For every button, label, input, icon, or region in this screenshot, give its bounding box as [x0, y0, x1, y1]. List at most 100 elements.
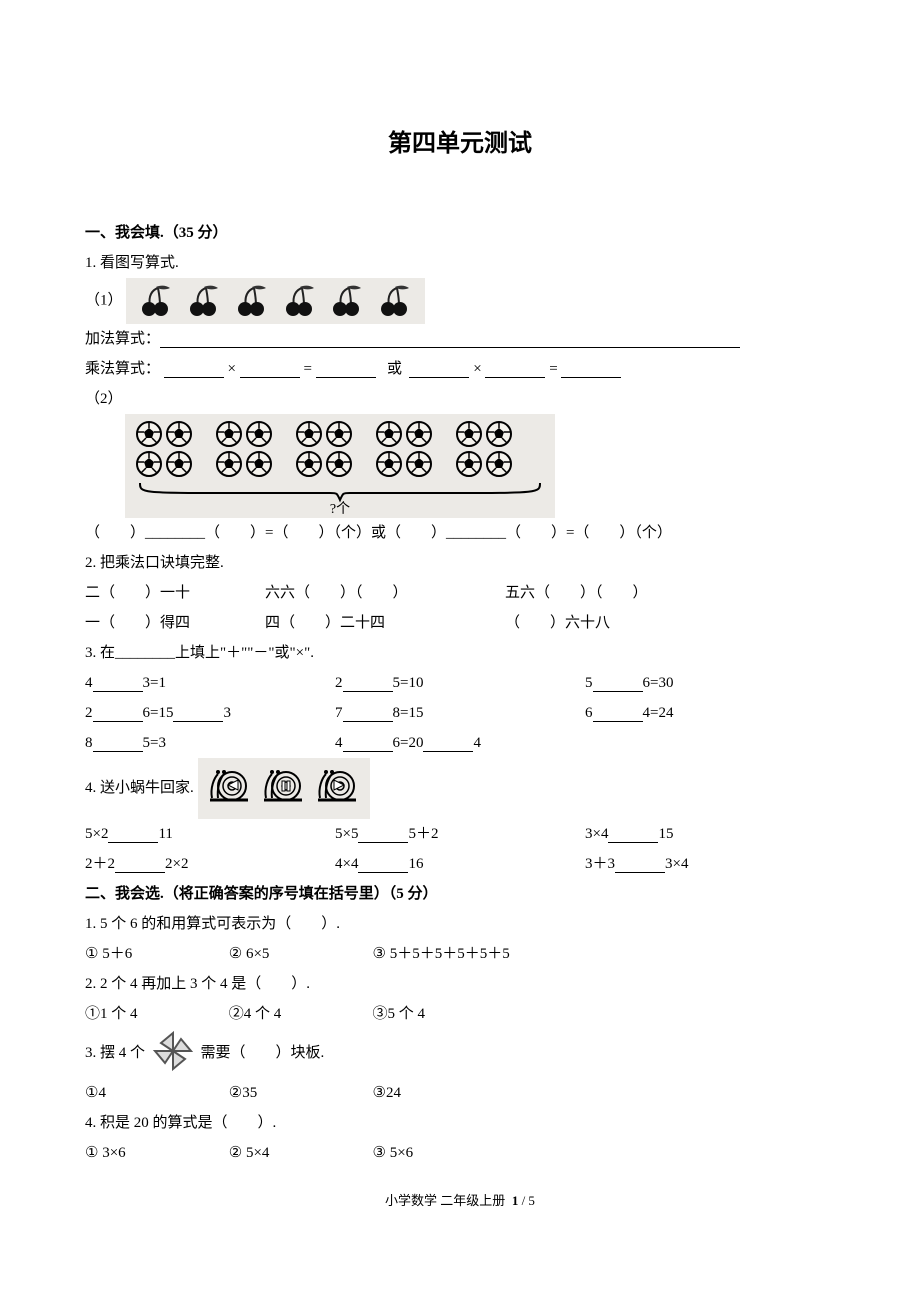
soccer-ball-icon — [485, 420, 513, 448]
val: 3×4 — [665, 856, 688, 872]
blank-input[interactable] — [160, 332, 740, 348]
val: 4=24 — [643, 705, 674, 721]
q3-row3: 85=3 46=204 — [85, 728, 835, 758]
blank-input[interactable] — [93, 676, 143, 692]
q3-row2: 26=153 78=15 64=24 — [85, 698, 835, 728]
val: 5=3 — [143, 735, 166, 751]
blank-input[interactable] — [593, 676, 643, 692]
soccer-ball-icon — [455, 450, 483, 478]
q1-sub2-answer-line: （ ）________（ ）=（ ）（个）或（ ）________（ ）=（ ）… — [85, 518, 835, 548]
snail-icon — [210, 770, 248, 800]
choice-option[interactable]: ③5 个 4 — [373, 999, 513, 1029]
soccer-ball-icon — [325, 420, 353, 448]
blank-input[interactable] — [593, 706, 643, 722]
blank-input[interactable] — [615, 857, 665, 873]
val: 6 — [585, 705, 593, 721]
val: 3＋3 — [585, 856, 615, 872]
blank-input[interactable] — [358, 827, 408, 843]
blank-input[interactable] — [561, 362, 621, 378]
q2-cell: 六六（ ）（ ） — [265, 578, 505, 608]
s2q1-choices: ① 5＋6 ② 6×5 ③ 5＋5＋5＋5＋5＋5 — [85, 939, 835, 969]
blank-input[interactable] — [173, 706, 223, 722]
q4-cell: 5×2 11 — [85, 819, 335, 849]
val: 5×2 — [85, 826, 108, 842]
soccer-ball-icon — [215, 420, 243, 448]
val: 3×4 — [585, 826, 608, 842]
ball-group — [295, 420, 353, 478]
choice-option[interactable]: ③24 — [373, 1078, 513, 1108]
blank-input[interactable] — [240, 362, 300, 378]
ball-group — [215, 420, 273, 478]
q1-sub2-label: （2） — [85, 384, 835, 414]
s2q3-post: 需要（ ）块板. — [201, 1045, 325, 1061]
choice-option[interactable]: ① 5＋6 — [85, 939, 225, 969]
soccer-ball-icon — [485, 450, 513, 478]
cherry-icon — [134, 284, 178, 318]
q4-row1: 5×211 5×55＋2 3×415 — [85, 819, 835, 849]
blank-input[interactable] — [343, 706, 393, 722]
blank-input[interactable] — [93, 706, 143, 722]
val: 7 — [335, 705, 343, 721]
cherry-icon — [182, 284, 226, 318]
choice-option[interactable]: ② 6×5 — [229, 939, 369, 969]
choice-option[interactable]: ① 3×6 — [85, 1138, 225, 1168]
blank-input[interactable] — [115, 857, 165, 873]
s2q4-text: 4. 积是 20 的算式是（ ）. — [85, 1108, 835, 1138]
q2-cell: 一（ ）得四 — [85, 608, 265, 638]
blank-input[interactable] — [93, 736, 143, 752]
q2-cell: 四（ ）二十四 — [265, 608, 505, 638]
val: 6=20 — [393, 735, 424, 751]
val: 2×2 — [165, 856, 188, 872]
blank-input[interactable] — [108, 827, 158, 843]
choice-option[interactable]: ③ 5＋5＋5＋5＋5＋5 — [373, 939, 513, 969]
choice-option[interactable]: ③ 5×6 — [373, 1138, 513, 1168]
blank-input[interactable] — [608, 827, 658, 843]
choice-option[interactable]: ①4 — [85, 1078, 225, 1108]
q2-row1: 二（ ）一十 六六（ ）（ ） 五六（ ）（ ） — [85, 578, 835, 608]
s2q3-choices: ①4 ②35 ③24 — [85, 1078, 835, 1108]
q4-cell: 2＋22×2 — [85, 849, 335, 879]
choice-option[interactable]: ②4 个 4 — [229, 999, 369, 1029]
eq-sign: = — [303, 361, 311, 377]
blank-input[interactable] — [343, 736, 393, 752]
page-footer: 小学数学 二年级上册 1 / 5 — [85, 1188, 835, 1214]
soccer-balls-figure: ?个 — [125, 414, 555, 518]
soccer-ball-icon — [245, 450, 273, 478]
soccer-ball-icon — [405, 420, 433, 448]
choice-option[interactable]: ② 5×4 — [229, 1138, 369, 1168]
soccer-ball-icon — [165, 420, 193, 448]
cherry-row — [134, 292, 417, 308]
ball-group — [135, 420, 193, 478]
snail-icon — [318, 770, 356, 800]
pinwheel-icon — [151, 1029, 195, 1084]
or-label: 或 — [387, 361, 402, 377]
q4-cell: 3×415 — [585, 819, 835, 849]
q2-row2: 一（ ）得四 四（ ）二十四 （ ）六十八 — [85, 608, 835, 638]
q3-cell: 25=10 — [335, 668, 585, 698]
blank-input[interactable] — [358, 857, 408, 873]
q4-intro: 4. 送小蜗牛回家. — [85, 780, 194, 796]
s2q2-choices: ①1 个 4 ②4 个 4 ③5 个 4 — [85, 999, 835, 1029]
footer-text: 小学数学 二年级上册 — [385, 1193, 505, 1208]
blank-input[interactable] — [423, 736, 473, 752]
q4-row2: 2＋22×2 4×416 3＋33×4 — [85, 849, 835, 879]
q3-cell: 43=1 — [85, 668, 335, 698]
q3-cell: 78=15 — [335, 698, 585, 728]
q1-mult-line: 乘法算式： × = 或 × = — [85, 354, 835, 384]
s2q2-text: 2. 2 个 4 再加上 3 个 4 是（ ）. — [85, 969, 835, 999]
val: 11 — [158, 826, 172, 842]
s2q1-text: 1. 5 个 6 的和用算式可表示为（ ）. — [85, 909, 835, 939]
blank-input[interactable] — [409, 362, 469, 378]
q4-cell: 3＋3 3×4 — [585, 849, 835, 879]
blank-input[interactable] — [485, 362, 545, 378]
choice-option[interactable]: ①1 个 4 — [85, 999, 225, 1029]
blank-input[interactable] — [343, 676, 393, 692]
val: 2 — [85, 705, 93, 721]
soccer-ball-icon — [295, 450, 323, 478]
val: 5 — [585, 675, 593, 691]
soccer-ball-icon — [375, 450, 403, 478]
blank-input[interactable] — [316, 362, 376, 378]
choice-option[interactable]: ②35 — [229, 1078, 369, 1108]
soccer-ball-icon — [245, 420, 273, 448]
blank-input[interactable] — [164, 362, 224, 378]
